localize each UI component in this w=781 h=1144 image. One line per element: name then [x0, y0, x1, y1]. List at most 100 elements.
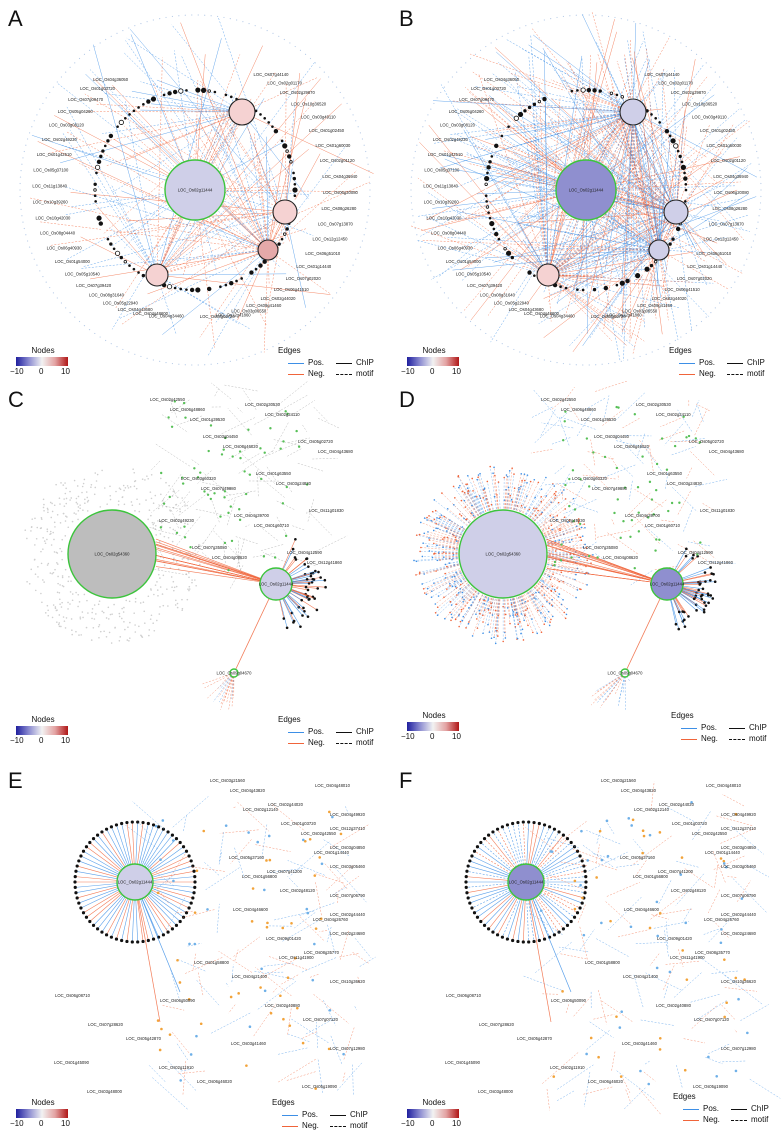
ring-node	[500, 134, 504, 138]
outer-node	[110, 343, 112, 345]
outer-node	[633, 357, 635, 359]
target-node	[674, 622, 678, 626]
edge	[602, 111, 634, 261]
edge	[604, 111, 634, 270]
network-c: LOC_Os02g54360LOC_Os02g11444LOC_Os09g046…	[24, 381, 354, 710]
gene-node	[189, 1053, 193, 1056]
target-node	[161, 520, 163, 523]
target-node	[123, 606, 125, 609]
cluster-node	[284, 534, 288, 538]
edge	[176, 516, 201, 546]
outer-node	[460, 66, 462, 69]
target-node	[110, 642, 113, 644]
gene-node	[319, 917, 323, 921]
target-node	[165, 505, 168, 508]
pos-label: Pos.	[699, 358, 716, 367]
target-node	[526, 474, 529, 476]
outer-node	[21, 215, 23, 217]
target-node	[26, 537, 28, 540]
ring-node	[635, 273, 641, 279]
outer-node	[756, 150, 758, 153]
target-node	[98, 624, 101, 626]
outer-node	[369, 189, 371, 191]
target-node	[497, 481, 500, 483]
node-label: LOC_Os01g14440	[705, 850, 741, 855]
gene-node	[314, 927, 318, 930]
outer-node	[368, 208, 370, 210]
target-node	[527, 940, 531, 944]
target-node	[59, 503, 61, 505]
target-node	[522, 639, 525, 641]
target-node	[46, 538, 48, 541]
outer-node	[436, 281, 438, 283]
target-node	[523, 619, 525, 622]
outer-node	[433, 275, 435, 278]
target-node	[443, 536, 445, 539]
node-label: LOC_Os04g48010	[315, 783, 351, 788]
cluster-node	[231, 455, 234, 458]
edges-legend-title: Edges	[278, 715, 301, 724]
target-node	[181, 598, 183, 601]
target-node	[58, 497, 61, 500]
edge	[523, 822, 527, 883]
target-node	[576, 534, 579, 536]
target-node	[57, 582, 59, 585]
outer-node	[419, 246, 422, 248]
gene-node	[539, 909, 543, 912]
edge	[326, 927, 332, 943]
target-node	[87, 612, 89, 614]
node-label: LOC_Os03g49110	[301, 114, 336, 119]
gene-node	[580, 829, 583, 833]
outer-node	[595, 364, 597, 366]
outer-node	[146, 357, 148, 359]
edge	[546, 556, 668, 585]
target-node	[125, 939, 129, 944]
outer-node	[754, 144, 756, 146]
edge	[443, 547, 504, 555]
target-node	[114, 937, 119, 941]
cluster-node	[596, 556, 599, 559]
node-label: LOC_Os07g44140	[254, 72, 290, 77]
target-node	[175, 518, 178, 520]
target-node	[324, 585, 327, 589]
edge	[621, 91, 660, 251]
target-node	[85, 491, 88, 493]
edge	[525, 881, 575, 918]
edge	[528, 56, 549, 276]
edge	[267, 152, 284, 251]
target-node	[42, 548, 44, 550]
target-node	[118, 487, 121, 489]
edge	[359, 956, 376, 967]
target-node	[64, 520, 67, 522]
target-node	[551, 615, 554, 618]
edge	[507, 824, 527, 883]
cluster-node	[167, 416, 170, 419]
ring-node	[644, 266, 650, 272]
edge	[538, 249, 660, 324]
edge	[623, 111, 634, 361]
ring-node	[494, 143, 499, 149]
target-node	[464, 506, 467, 508]
target-node	[709, 579, 712, 582]
edge	[180, 22, 269, 251]
cluster-node	[648, 480, 652, 484]
gene-node	[279, 994, 282, 998]
target-node	[584, 875, 588, 879]
edge	[596, 938, 629, 957]
target-node	[174, 837, 179, 841]
target-node	[118, 615, 121, 618]
outer-node	[45, 281, 47, 283]
outer-node	[83, 325, 86, 327]
ring-node	[517, 111, 524, 118]
edge	[254, 409, 283, 425]
target-node	[285, 626, 289, 630]
target-node	[575, 911, 580, 915]
outer-node	[718, 76, 721, 78]
outer-node	[31, 126, 33, 128]
gene-node	[247, 831, 250, 834]
edge	[547, 274, 646, 323]
target-node	[134, 480, 137, 482]
node-label: LOC_Os05g37100	[424, 168, 460, 173]
edge	[662, 965, 675, 991]
target-node	[305, 557, 308, 561]
